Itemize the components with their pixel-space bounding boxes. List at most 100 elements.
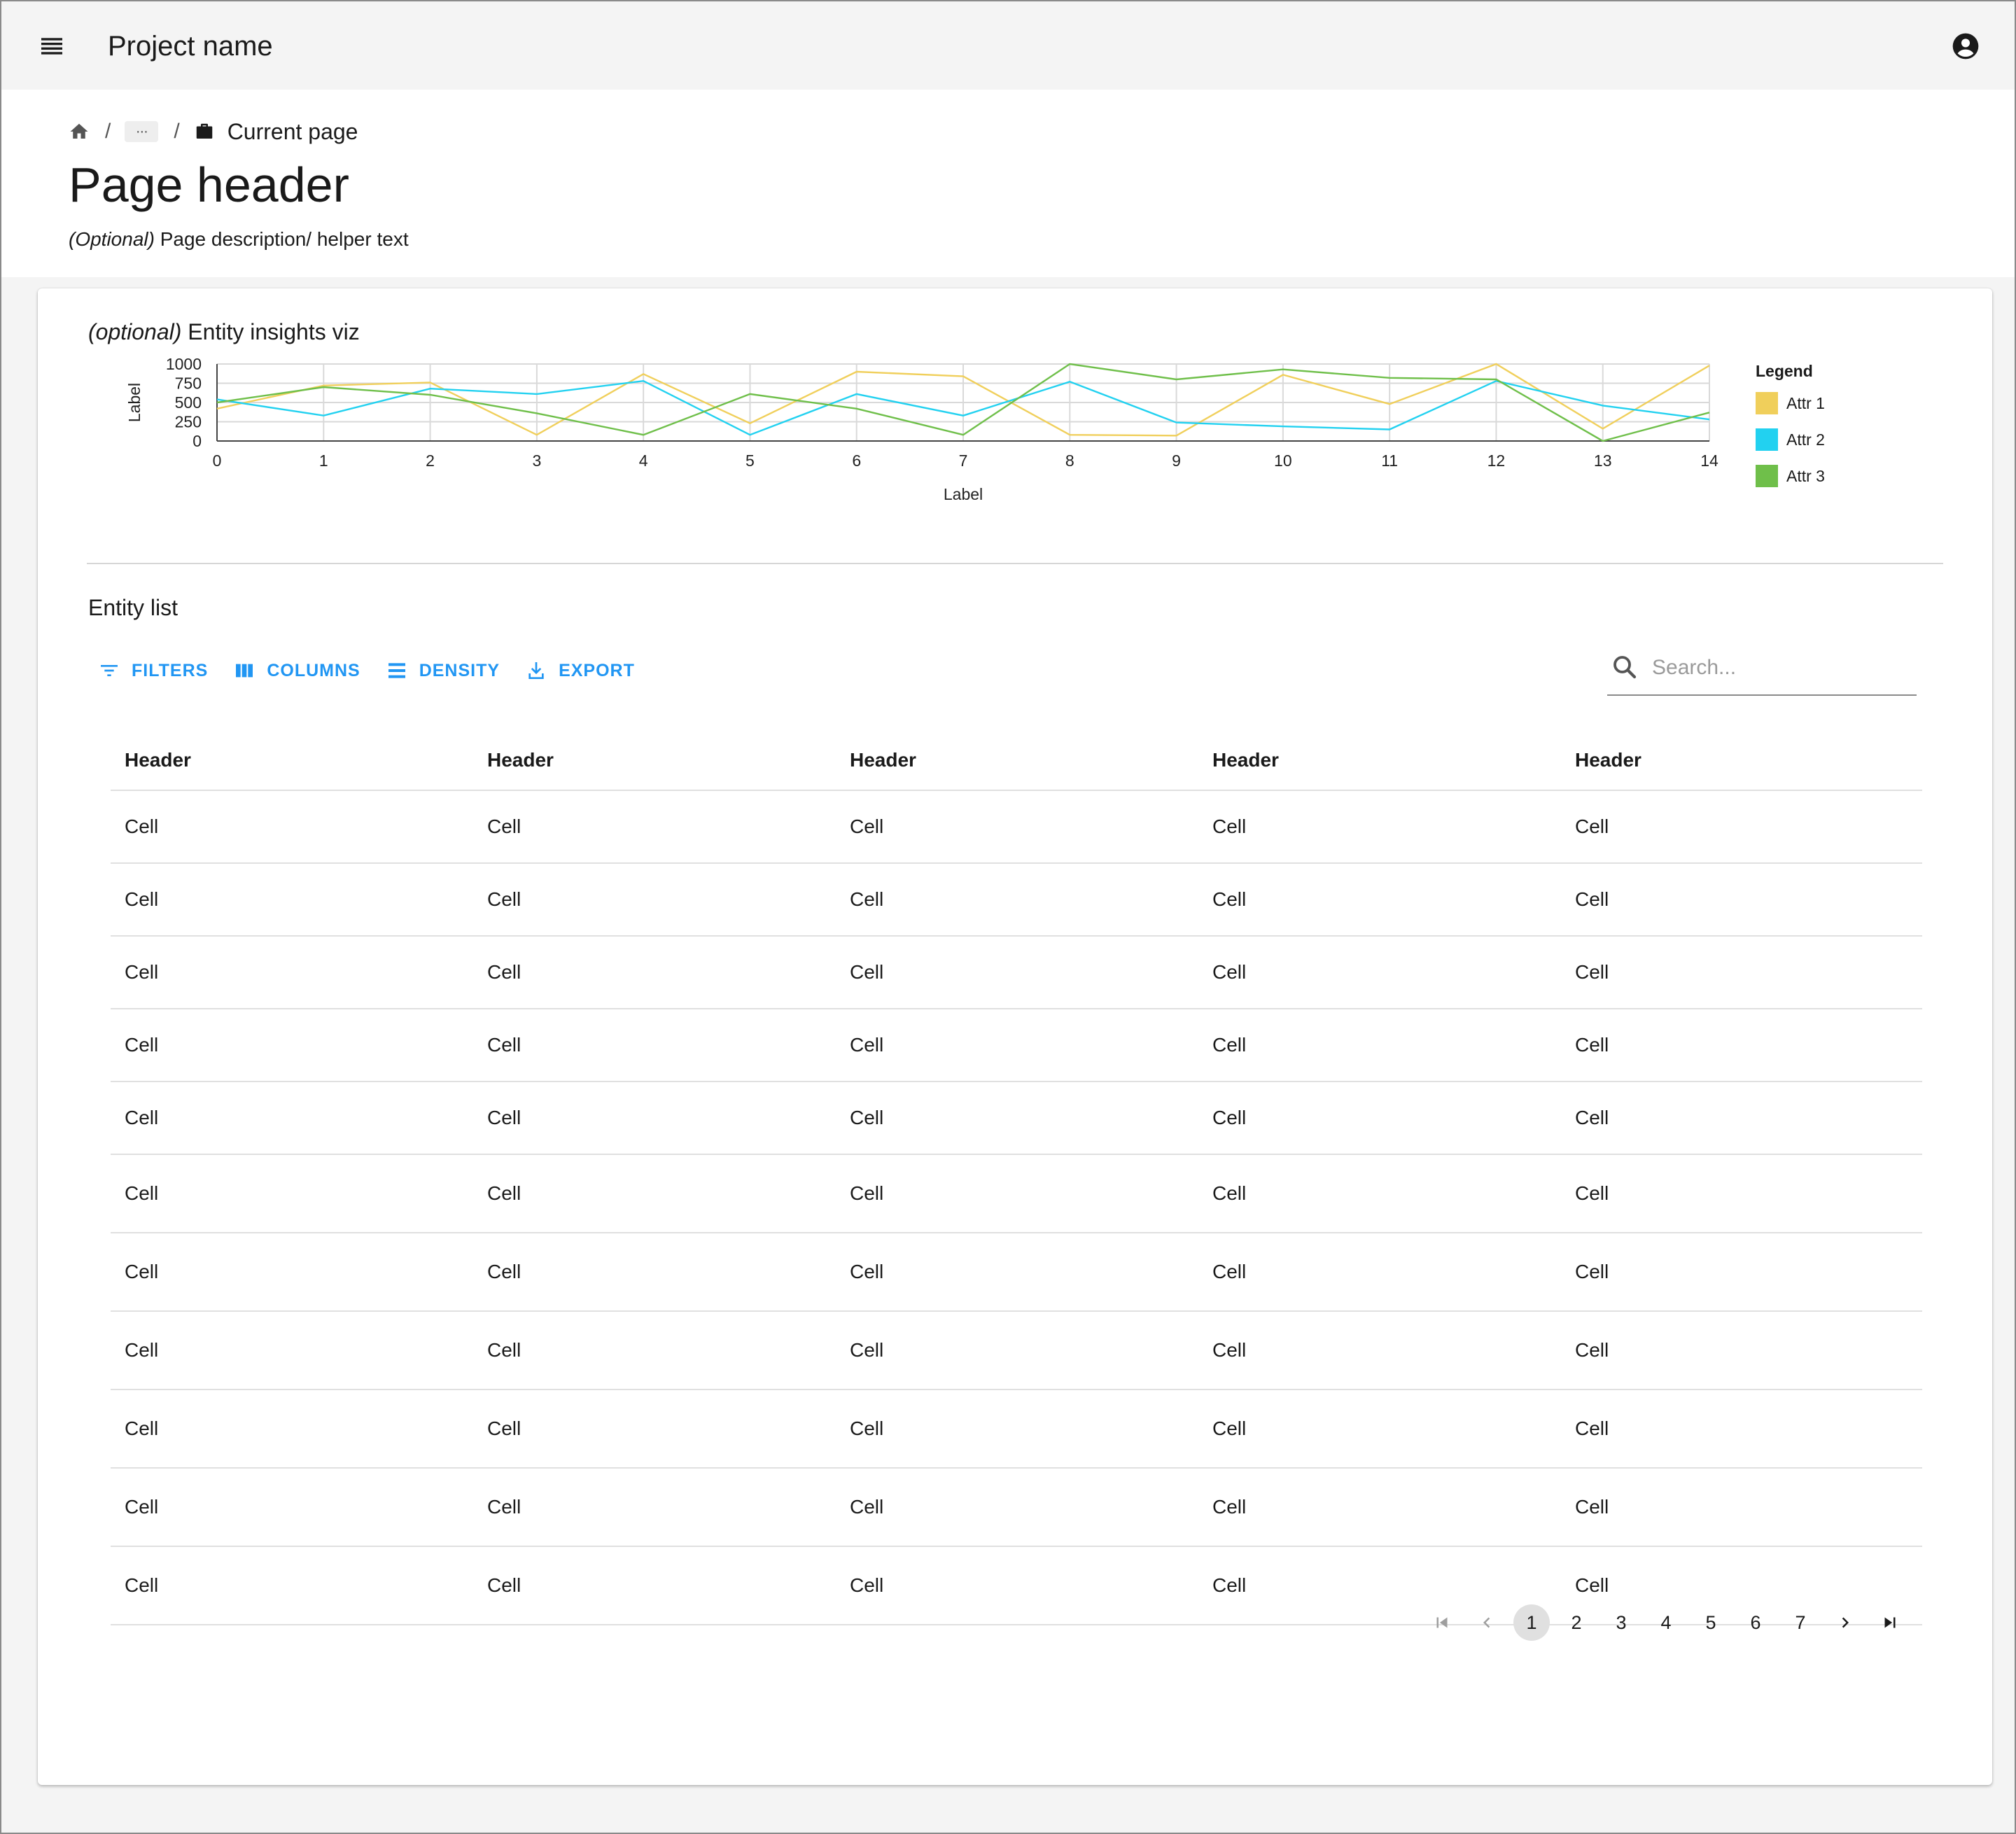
x-tick-label: 13 [1594, 451, 1612, 470]
x-tick-label: 2 [426, 451, 435, 470]
table-row[interactable]: Cell Cell Cell Cell Cell [111, 864, 1922, 937]
table-cell: Cell [125, 1574, 159, 1596]
search-box [1607, 638, 1917, 696]
table-cell: Cell [1575, 1496, 1609, 1518]
y-tick-label: 250 [175, 413, 202, 431]
density-label: DENSITY [419, 660, 500, 680]
table-row[interactable]: Cell Cell Cell Cell Cell [111, 1233, 1922, 1312]
breadcrumb-separator: / [174, 120, 180, 143]
table-cell: Cell [125, 1261, 159, 1282]
table-cell: Cell [487, 816, 522, 837]
columns-button[interactable]: COLUMNS [233, 655, 360, 686]
table-row[interactable]: Cell Cell Cell Cell Cell [111, 1082, 1922, 1155]
column-header[interactable]: Header [487, 749, 554, 771]
table-row[interactable]: Cell Cell Cell Cell Cell [111, 937, 1922, 1009]
next-page-icon [1842, 1617, 1849, 1628]
page-description-optional: (Optional) [69, 228, 155, 250]
x-tick-label: 3 [532, 451, 541, 470]
app-bar: Project name [1, 1, 2015, 90]
page-button[interactable]: 7 [1795, 1611, 1806, 1633]
account-circle-icon[interactable] [1950, 31, 1981, 62]
y-axis-title: Label [125, 383, 144, 422]
table-cell: Cell [1212, 961, 1247, 983]
table-header-row: Header Header Header Header Header [111, 731, 1922, 791]
breadcrumb-ellipsis-button[interactable]: ··· [125, 121, 159, 142]
table-cell: Cell [487, 1339, 522, 1361]
project-name: Project name [108, 31, 273, 62]
table-cell: Cell [850, 888, 884, 910]
table-cell: Cell [1212, 1261, 1247, 1282]
table-row[interactable]: Cell Cell Cell Cell Cell [111, 791, 1922, 864]
table-cell: Cell [850, 1182, 884, 1204]
table-cell: Cell [1212, 1496, 1247, 1518]
search-input[interactable] [1652, 652, 1911, 683]
column-header[interactable]: Header [850, 749, 916, 771]
filter-icon [101, 665, 118, 676]
export-button[interactable]: EXPORT [525, 655, 635, 686]
table-row[interactable]: Cell Cell Cell Cell Cell [111, 1155, 1922, 1233]
home-icon[interactable] [69, 121, 90, 142]
table-cell: Cell [125, 816, 159, 837]
x-tick-label: 4 [639, 451, 648, 470]
page-header-section: / ··· / Current page Page header (Option… [1, 90, 2015, 277]
legend-swatch [1756, 392, 1778, 414]
table-row[interactable]: Cell Cell Cell Cell Cell [111, 1009, 1922, 1082]
last-page-button[interactable] [1872, 1604, 1908, 1641]
table-cell: Cell [1212, 1107, 1247, 1128]
page-button[interactable]: 5 [1705, 1611, 1716, 1633]
page-button[interactable]: 2 [1571, 1611, 1582, 1633]
menu-icon[interactable] [38, 32, 66, 60]
table-cell: Cell [125, 1182, 159, 1204]
table-cell: Cell [1212, 1574, 1247, 1596]
table-cell: Cell [1212, 1182, 1247, 1204]
legend-label: Attr 2 [1786, 430, 1825, 449]
y-tick-label: 750 [175, 374, 202, 393]
table-cell: Cell [1575, 1182, 1609, 1204]
table-cell: Cell [850, 1107, 884, 1128]
density-icon [388, 663, 405, 678]
page-button[interactable]: 4 [1660, 1611, 1672, 1633]
column-header[interactable]: Header [1212, 749, 1279, 771]
density-button[interactable]: DENSITY [386, 655, 500, 686]
table-cell: Cell [1575, 1034, 1609, 1056]
page-button[interactable]: 3 [1616, 1611, 1627, 1633]
next-page-button[interactable] [1827, 1604, 1863, 1641]
table-cell: Cell [850, 1261, 884, 1282]
viz-title: (optional) Entity insights viz [88, 316, 360, 347]
table-cell: Cell [850, 961, 884, 983]
table-cell: Cell [1212, 888, 1247, 910]
table-cell: Cell [125, 1418, 159, 1439]
table-cell: Cell [125, 961, 159, 983]
column-header[interactable]: Header [125, 749, 191, 771]
ellipsis-label: ··· [135, 123, 148, 139]
view-column-icon [236, 664, 253, 678]
table-cell: Cell [487, 1107, 522, 1128]
legend-swatch [1756, 465, 1778, 487]
entity-insights-chart: 0 1 2 3 4 5 6 7 8 9 10 11 12 13 1402505007501000LabelL… [125, 358, 1825, 503]
x-tick-label: 6 [852, 451, 861, 470]
entity-list-title: Entity list [88, 595, 178, 620]
page-button[interactable]: 1 [1513, 1604, 1550, 1641]
briefcase-icon [196, 123, 212, 139]
breadcrumb-current: Current page [227, 118, 358, 144]
table-row[interactable]: Cell Cell Cell Cell Cell [111, 1312, 1922, 1390]
table-cell: Cell [487, 1574, 522, 1596]
table-row[interactable]: Cell Cell Cell Cell Cell [111, 1547, 1922, 1625]
legend-swatch [1756, 428, 1778, 451]
y-tick-label: 500 [175, 393, 202, 412]
table-row[interactable]: Cell Cell Cell Cell Cell [111, 1469, 1922, 1547]
viz-title-optional: (optional) [88, 319, 182, 344]
table-cell: Cell [850, 816, 884, 837]
page-button[interactable]: 6 [1750, 1611, 1761, 1633]
first-page-button[interactable] [1424, 1604, 1460, 1641]
table-row[interactable]: Cell Cell Cell Cell Cell [111, 1390, 1922, 1469]
column-header[interactable]: Header [1575, 749, 1642, 771]
filters-button[interactable]: FILTERS [98, 655, 208, 686]
table-cell: Cell [1575, 1339, 1609, 1361]
table-cell: Cell [487, 1496, 522, 1518]
table-cell: Cell [125, 888, 159, 910]
previous-page-button[interactable] [1469, 1604, 1505, 1641]
table-cell: Cell [1575, 816, 1609, 837]
